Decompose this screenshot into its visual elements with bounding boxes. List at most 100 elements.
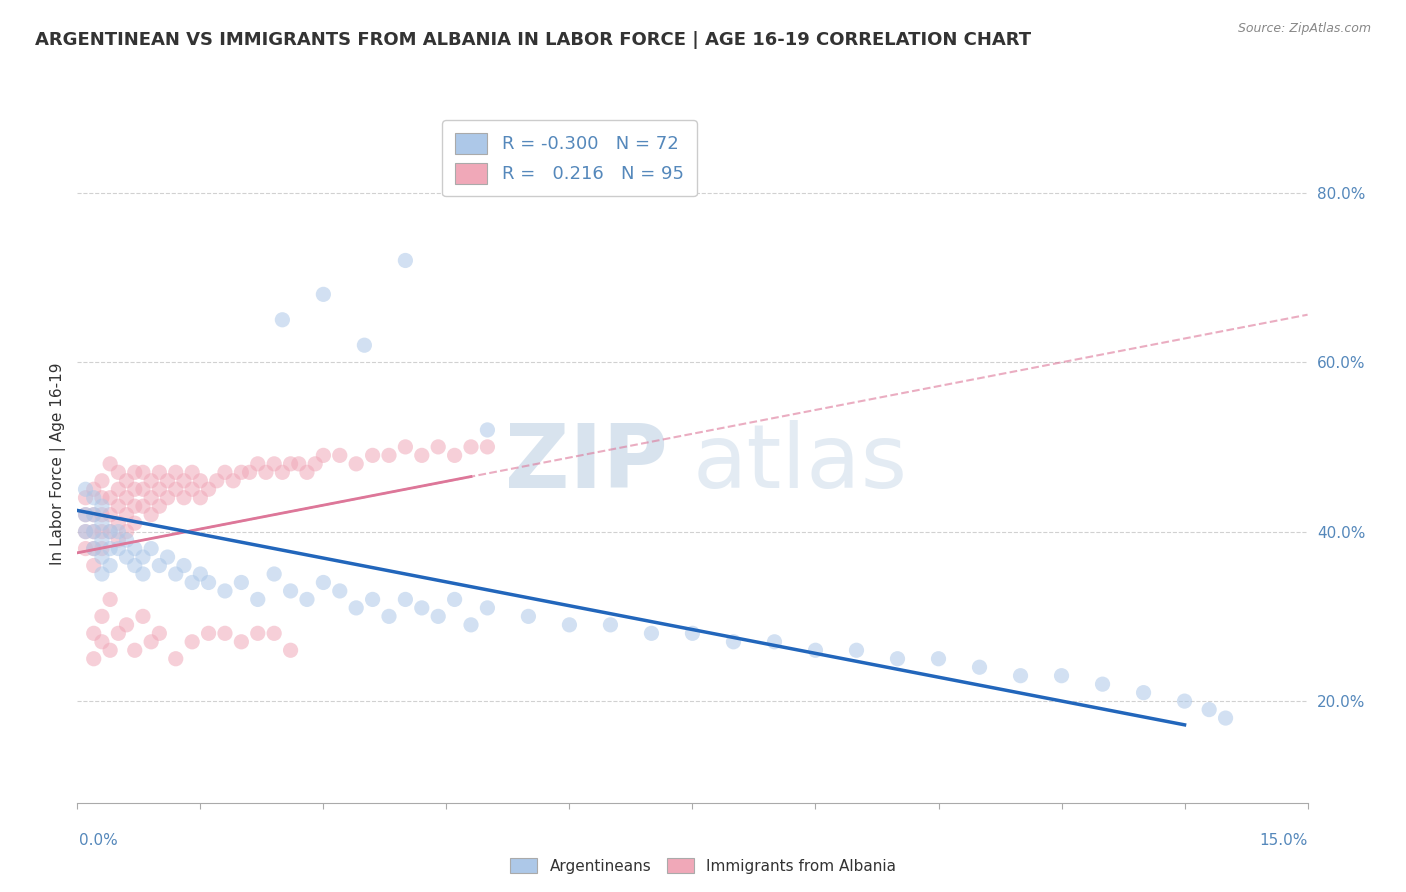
Point bbox=[124, 541, 146, 556]
Point bbox=[75, 491, 97, 505]
Point bbox=[141, 635, 163, 649]
Point bbox=[344, 601, 367, 615]
Point bbox=[188, 491, 212, 505]
Point bbox=[115, 533, 138, 548]
Point bbox=[280, 643, 302, 657]
Y-axis label: In Labor Force | Age 16-19: In Labor Force | Age 16-19 bbox=[51, 362, 66, 566]
Point bbox=[90, 635, 114, 649]
Point bbox=[280, 583, 302, 598]
Point bbox=[263, 457, 285, 471]
Point bbox=[1132, 686, 1154, 700]
Point bbox=[90, 533, 114, 548]
Point bbox=[427, 609, 450, 624]
Point bbox=[90, 474, 114, 488]
Point bbox=[394, 440, 416, 454]
Point bbox=[148, 558, 170, 573]
Point bbox=[353, 338, 375, 352]
Point bbox=[295, 466, 318, 480]
Point bbox=[90, 609, 114, 624]
Point bbox=[181, 466, 204, 480]
Point bbox=[682, 626, 704, 640]
Point bbox=[173, 558, 195, 573]
Point bbox=[558, 617, 581, 632]
Point bbox=[1174, 694, 1197, 708]
Point bbox=[271, 466, 294, 480]
Point bbox=[98, 508, 121, 522]
Point bbox=[98, 643, 121, 657]
Text: ZIP: ZIP bbox=[505, 420, 668, 508]
Point bbox=[141, 541, 163, 556]
Point bbox=[98, 558, 121, 573]
Point bbox=[246, 626, 269, 640]
Point bbox=[98, 457, 121, 471]
Point bbox=[222, 474, 245, 488]
Point bbox=[411, 449, 433, 463]
Point bbox=[90, 541, 114, 556]
Legend: R = -0.300   N = 72, R =   0.216   N = 95: R = -0.300 N = 72, R = 0.216 N = 95 bbox=[443, 120, 696, 196]
Point bbox=[969, 660, 991, 674]
Point bbox=[886, 651, 908, 665]
Point bbox=[173, 474, 195, 488]
Point bbox=[165, 483, 187, 497]
Point bbox=[246, 592, 269, 607]
Point bbox=[115, 474, 138, 488]
Point bbox=[443, 592, 465, 607]
Point bbox=[148, 500, 170, 514]
Point bbox=[90, 500, 114, 514]
Text: ARGENTINEAN VS IMMIGRANTS FROM ALBANIA IN LABOR FORCE | AGE 16-19 CORRELATION CH: ARGENTINEAN VS IMMIGRANTS FROM ALBANIA I… bbox=[35, 31, 1031, 49]
Point bbox=[75, 524, 97, 539]
Point bbox=[329, 583, 352, 598]
Point bbox=[165, 567, 187, 582]
Point bbox=[165, 466, 187, 480]
Point bbox=[263, 567, 285, 582]
Point bbox=[83, 508, 105, 522]
Point bbox=[83, 491, 105, 505]
Point bbox=[132, 609, 155, 624]
Point bbox=[1091, 677, 1114, 691]
Point bbox=[1010, 669, 1032, 683]
Point bbox=[132, 567, 155, 582]
Point bbox=[124, 643, 146, 657]
Point bbox=[1050, 669, 1073, 683]
Point bbox=[361, 592, 384, 607]
Point bbox=[460, 617, 482, 632]
Point bbox=[90, 491, 114, 505]
Text: atlas: atlas bbox=[693, 420, 908, 508]
Point bbox=[75, 508, 97, 522]
Point bbox=[477, 423, 499, 437]
Point bbox=[361, 449, 384, 463]
Point bbox=[254, 466, 277, 480]
Point bbox=[344, 457, 367, 471]
Point bbox=[378, 449, 401, 463]
Point bbox=[132, 549, 155, 565]
Point bbox=[188, 567, 212, 582]
Point bbox=[845, 643, 868, 657]
Point bbox=[181, 635, 204, 649]
Point bbox=[312, 575, 335, 590]
Point bbox=[75, 508, 97, 522]
Point bbox=[188, 474, 212, 488]
Point bbox=[75, 524, 97, 539]
Point bbox=[1198, 703, 1220, 717]
Point bbox=[107, 524, 129, 539]
Point bbox=[75, 483, 97, 497]
Point bbox=[263, 626, 285, 640]
Point bbox=[312, 287, 335, 301]
Point bbox=[411, 601, 433, 615]
Point bbox=[378, 609, 401, 624]
Point bbox=[107, 516, 129, 530]
Text: 15.0%: 15.0% bbox=[1260, 833, 1308, 847]
Point bbox=[148, 483, 170, 497]
Point bbox=[83, 626, 105, 640]
Point bbox=[640, 626, 662, 640]
Point bbox=[181, 575, 204, 590]
Point bbox=[90, 508, 114, 522]
Point bbox=[427, 440, 450, 454]
Point bbox=[83, 524, 105, 539]
Text: 0.0%: 0.0% bbox=[79, 833, 118, 847]
Point bbox=[83, 508, 105, 522]
Point bbox=[107, 483, 129, 497]
Point bbox=[124, 500, 146, 514]
Point bbox=[124, 516, 146, 530]
Point bbox=[231, 466, 253, 480]
